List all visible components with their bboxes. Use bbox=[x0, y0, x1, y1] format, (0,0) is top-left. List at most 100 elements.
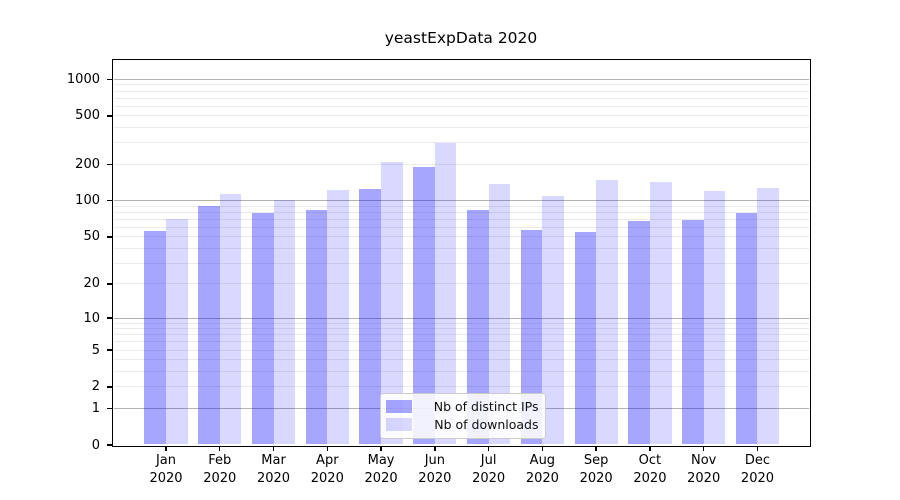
x-tick-jul bbox=[487, 445, 490, 451]
x-label-year: 2020 bbox=[525, 470, 559, 486]
x-tick-apr bbox=[326, 445, 328, 451]
x-label-year: 2020 bbox=[418, 470, 452, 486]
x-tick-feb bbox=[219, 445, 221, 451]
x-label-month: Jan bbox=[155, 453, 177, 468]
gridline-4 bbox=[114, 359, 809, 361]
x-label-month: Apr bbox=[316, 453, 339, 468]
legend-swatch-nb-of-distinct-ips bbox=[385, 400, 412, 413]
gridline-7 bbox=[114, 334, 809, 336]
y-tick-label-1000: 1000 bbox=[66, 71, 100, 87]
gridline-900 bbox=[114, 84, 809, 86]
x-tick-sep bbox=[595, 445, 597, 451]
x-tick-mar bbox=[272, 445, 275, 451]
gridline-400 bbox=[114, 127, 809, 129]
x-label-year: 2020 bbox=[633, 470, 667, 486]
gridline-10 bbox=[114, 317, 809, 319]
x-tick-oct bbox=[649, 445, 651, 451]
x-label-month: Dec bbox=[744, 453, 771, 468]
bar-nb-of-downloads-nov bbox=[703, 190, 726, 445]
gridline-100 bbox=[114, 200, 809, 202]
x-tick-jan bbox=[165, 445, 167, 451]
bar-nb-of-downloads-jul bbox=[488, 184, 511, 445]
x-label-month: Jul bbox=[480, 453, 497, 468]
x-tick-nov bbox=[703, 445, 705, 451]
gridline-3 bbox=[114, 371, 809, 373]
x-label-year: 2020 bbox=[740, 470, 775, 486]
x-label-month: Nov bbox=[691, 453, 717, 468]
gridline-800 bbox=[114, 90, 809, 92]
gridline-6 bbox=[114, 341, 809, 343]
bar-nb-of-downloads-aug bbox=[542, 196, 564, 445]
x-tick-label-may: May 2020 bbox=[354, 452, 408, 487]
gridline-600 bbox=[114, 105, 809, 107]
bar-nb-of-distinct-ips-may bbox=[359, 189, 382, 445]
y-tick-label-100: 100 bbox=[75, 193, 100, 209]
y-tick-1 bbox=[107, 407, 113, 409]
gridline-20 bbox=[114, 283, 809, 285]
x-label-month: May bbox=[367, 453, 395, 468]
gridline-5 bbox=[114, 349, 809, 351]
x-tick-may bbox=[380, 445, 382, 451]
bar-nb-of-distinct-ips-nov bbox=[682, 220, 704, 445]
x-label-year: 2020 bbox=[203, 470, 237, 486]
bar-nb-of-distinct-ips-feb bbox=[198, 206, 220, 445]
bar-nb-of-downloads-jan bbox=[166, 219, 188, 445]
y-tick-label-0: 0 bbox=[91, 437, 100, 453]
chart-title: yeastExpData 2020 bbox=[384, 29, 538, 47]
y-tick-1000 bbox=[107, 78, 113, 80]
x-tick-label-jun: Jun 2020 bbox=[408, 452, 462, 487]
x-label-year: 2020 bbox=[579, 470, 613, 486]
x-tick-label-apr: Apr 2020 bbox=[300, 452, 354, 487]
x-label-year: 2020 bbox=[472, 470, 506, 486]
gridline-300 bbox=[114, 142, 809, 144]
x-label-month: Aug bbox=[529, 453, 556, 468]
y-tick-label-1: 1 bbox=[91, 400, 100, 416]
gridline-700 bbox=[114, 97, 809, 99]
bar-nb-of-distinct-ips-jun bbox=[413, 167, 435, 445]
gridline-500 bbox=[114, 115, 809, 117]
bar-nb-of-downloads-feb bbox=[219, 194, 242, 445]
x-label-year: 2020 bbox=[310, 470, 344, 486]
gridline-50 bbox=[114, 236, 809, 238]
y-tick-2 bbox=[107, 386, 113, 388]
bar-nb-of-downloads-sep bbox=[596, 180, 618, 445]
y-tick-label-20: 20 bbox=[83, 276, 100, 292]
gridline-9 bbox=[114, 322, 809, 324]
x-tick-label-feb: Feb 2020 bbox=[193, 452, 247, 487]
bar-nb-of-downloads-dec bbox=[757, 188, 780, 445]
gridline-200 bbox=[114, 163, 809, 165]
gridline-30 bbox=[114, 262, 809, 264]
x-label-year: 2020 bbox=[364, 470, 398, 486]
legend-swatch-nb-of-downloads bbox=[385, 418, 412, 431]
bar-nb-of-downloads-mar bbox=[273, 200, 296, 445]
x-label-month: Jun bbox=[424, 453, 445, 468]
x-tick-label-aug: Aug 2020 bbox=[515, 452, 569, 487]
bar-nb-of-downloads-apr bbox=[327, 189, 349, 445]
x-tick-dec bbox=[756, 445, 759, 451]
y-tick-10 bbox=[107, 317, 113, 319]
gridline-1000 bbox=[114, 78, 809, 80]
y-tick-label-2: 2 bbox=[91, 379, 100, 395]
gridline-40 bbox=[114, 247, 809, 249]
x-label-month: Sep bbox=[583, 453, 609, 468]
y-tick-100 bbox=[107, 199, 113, 202]
bar-nb-of-distinct-ips-mar bbox=[251, 213, 274, 445]
bar-nb-of-distinct-ips-apr bbox=[305, 210, 328, 445]
bar-nb-of-distinct-ips-dec bbox=[735, 213, 758, 445]
y-tick-label-50: 50 bbox=[83, 229, 100, 245]
x-tick-label-sep: Sep 2020 bbox=[569, 452, 623, 487]
y-tick-label-5: 5 bbox=[91, 342, 100, 358]
legend-label-nb-of-distinct-ips: Nb of distinct IPs bbox=[433, 398, 539, 414]
y-tick-0 bbox=[107, 444, 113, 446]
bar-nb-of-downloads-oct bbox=[649, 182, 672, 445]
bar-nb-of-distinct-ips-aug bbox=[520, 230, 543, 445]
legend: Nb of distinct IPs Nb of downloads bbox=[379, 392, 546, 439]
y-tick-label-10: 10 bbox=[83, 310, 100, 326]
y-tick-500 bbox=[107, 115, 113, 117]
x-tick-label-dec: Dec 2020 bbox=[730, 452, 784, 487]
bar-nb-of-distinct-ips-jul bbox=[467, 209, 489, 445]
